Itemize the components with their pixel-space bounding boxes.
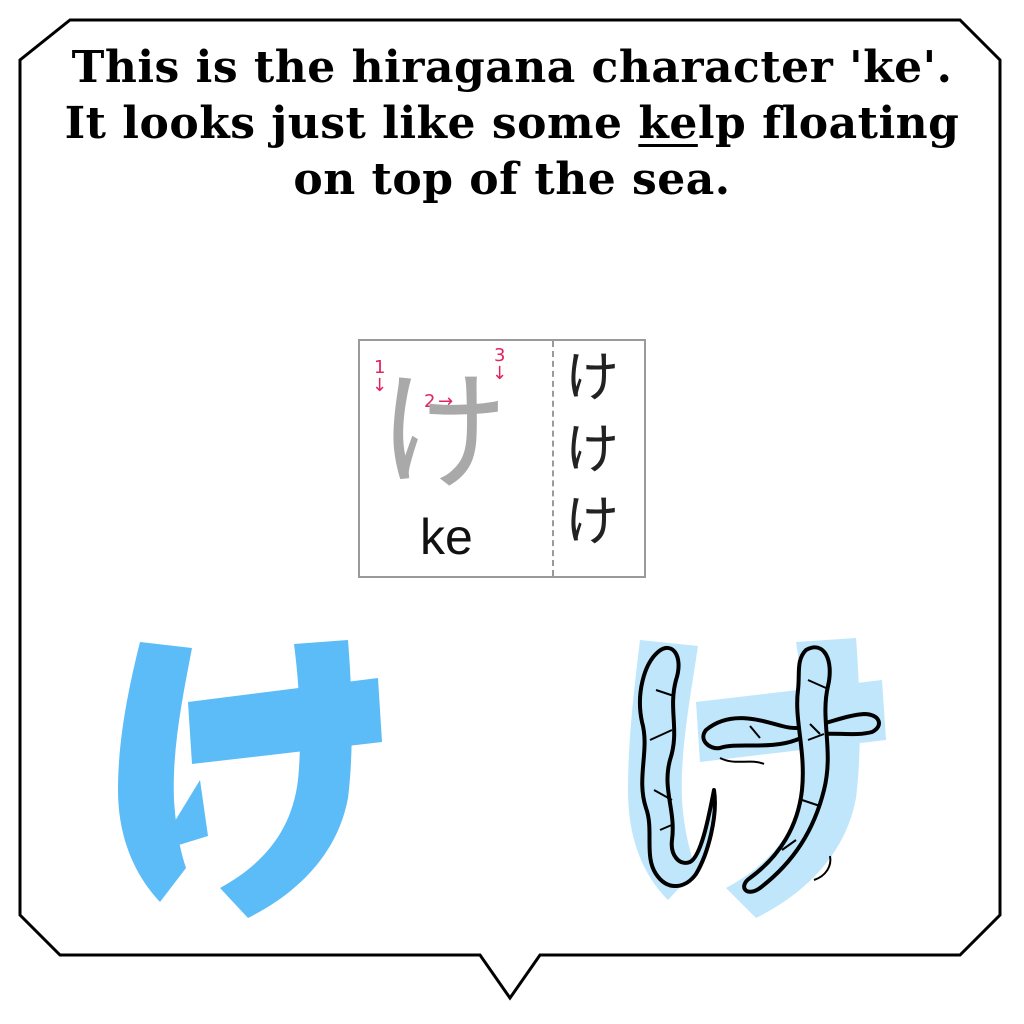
caption-underlined-ke: ke	[638, 98, 698, 149]
stroke-3-arrow: ↓	[492, 363, 508, 384]
stroke-2-number: 2	[424, 391, 436, 412]
stroke-2-arrow: →	[438, 391, 454, 412]
stroke-1-arrow: ↓	[372, 375, 388, 396]
caption-line-2-start: It looks just like some	[64, 98, 639, 149]
stroke-guide-kana: け	[378, 357, 509, 509]
caption-line-2-end: lp floating	[697, 98, 960, 149]
practice-kana-3: け	[565, 490, 619, 553]
caption-line-3: on top of the sea.	[293, 154, 731, 205]
kelp-shaped-ke-character	[628, 638, 886, 918]
romaji-label: ke	[420, 509, 473, 565]
practice-kana-2: け	[565, 418, 619, 481]
caption-line-2: It looks just like some kelp floating	[30, 96, 994, 152]
caption-text: This is the hiragana character 'ke'. It …	[30, 40, 994, 208]
dashed-divider	[552, 341, 554, 576]
large-blue-ke-character	[118, 640, 382, 918]
caption-line-1: This is the hiragana character 'ke'.	[71, 42, 953, 93]
stroke-3-number: 3	[494, 345, 506, 366]
practice-kana-1: け	[565, 346, 619, 409]
stroke-1-number: 1	[374, 357, 386, 378]
stroke-order-card: 1 ↓ 2 → 3 ↓ け ke け け け	[358, 339, 646, 578]
